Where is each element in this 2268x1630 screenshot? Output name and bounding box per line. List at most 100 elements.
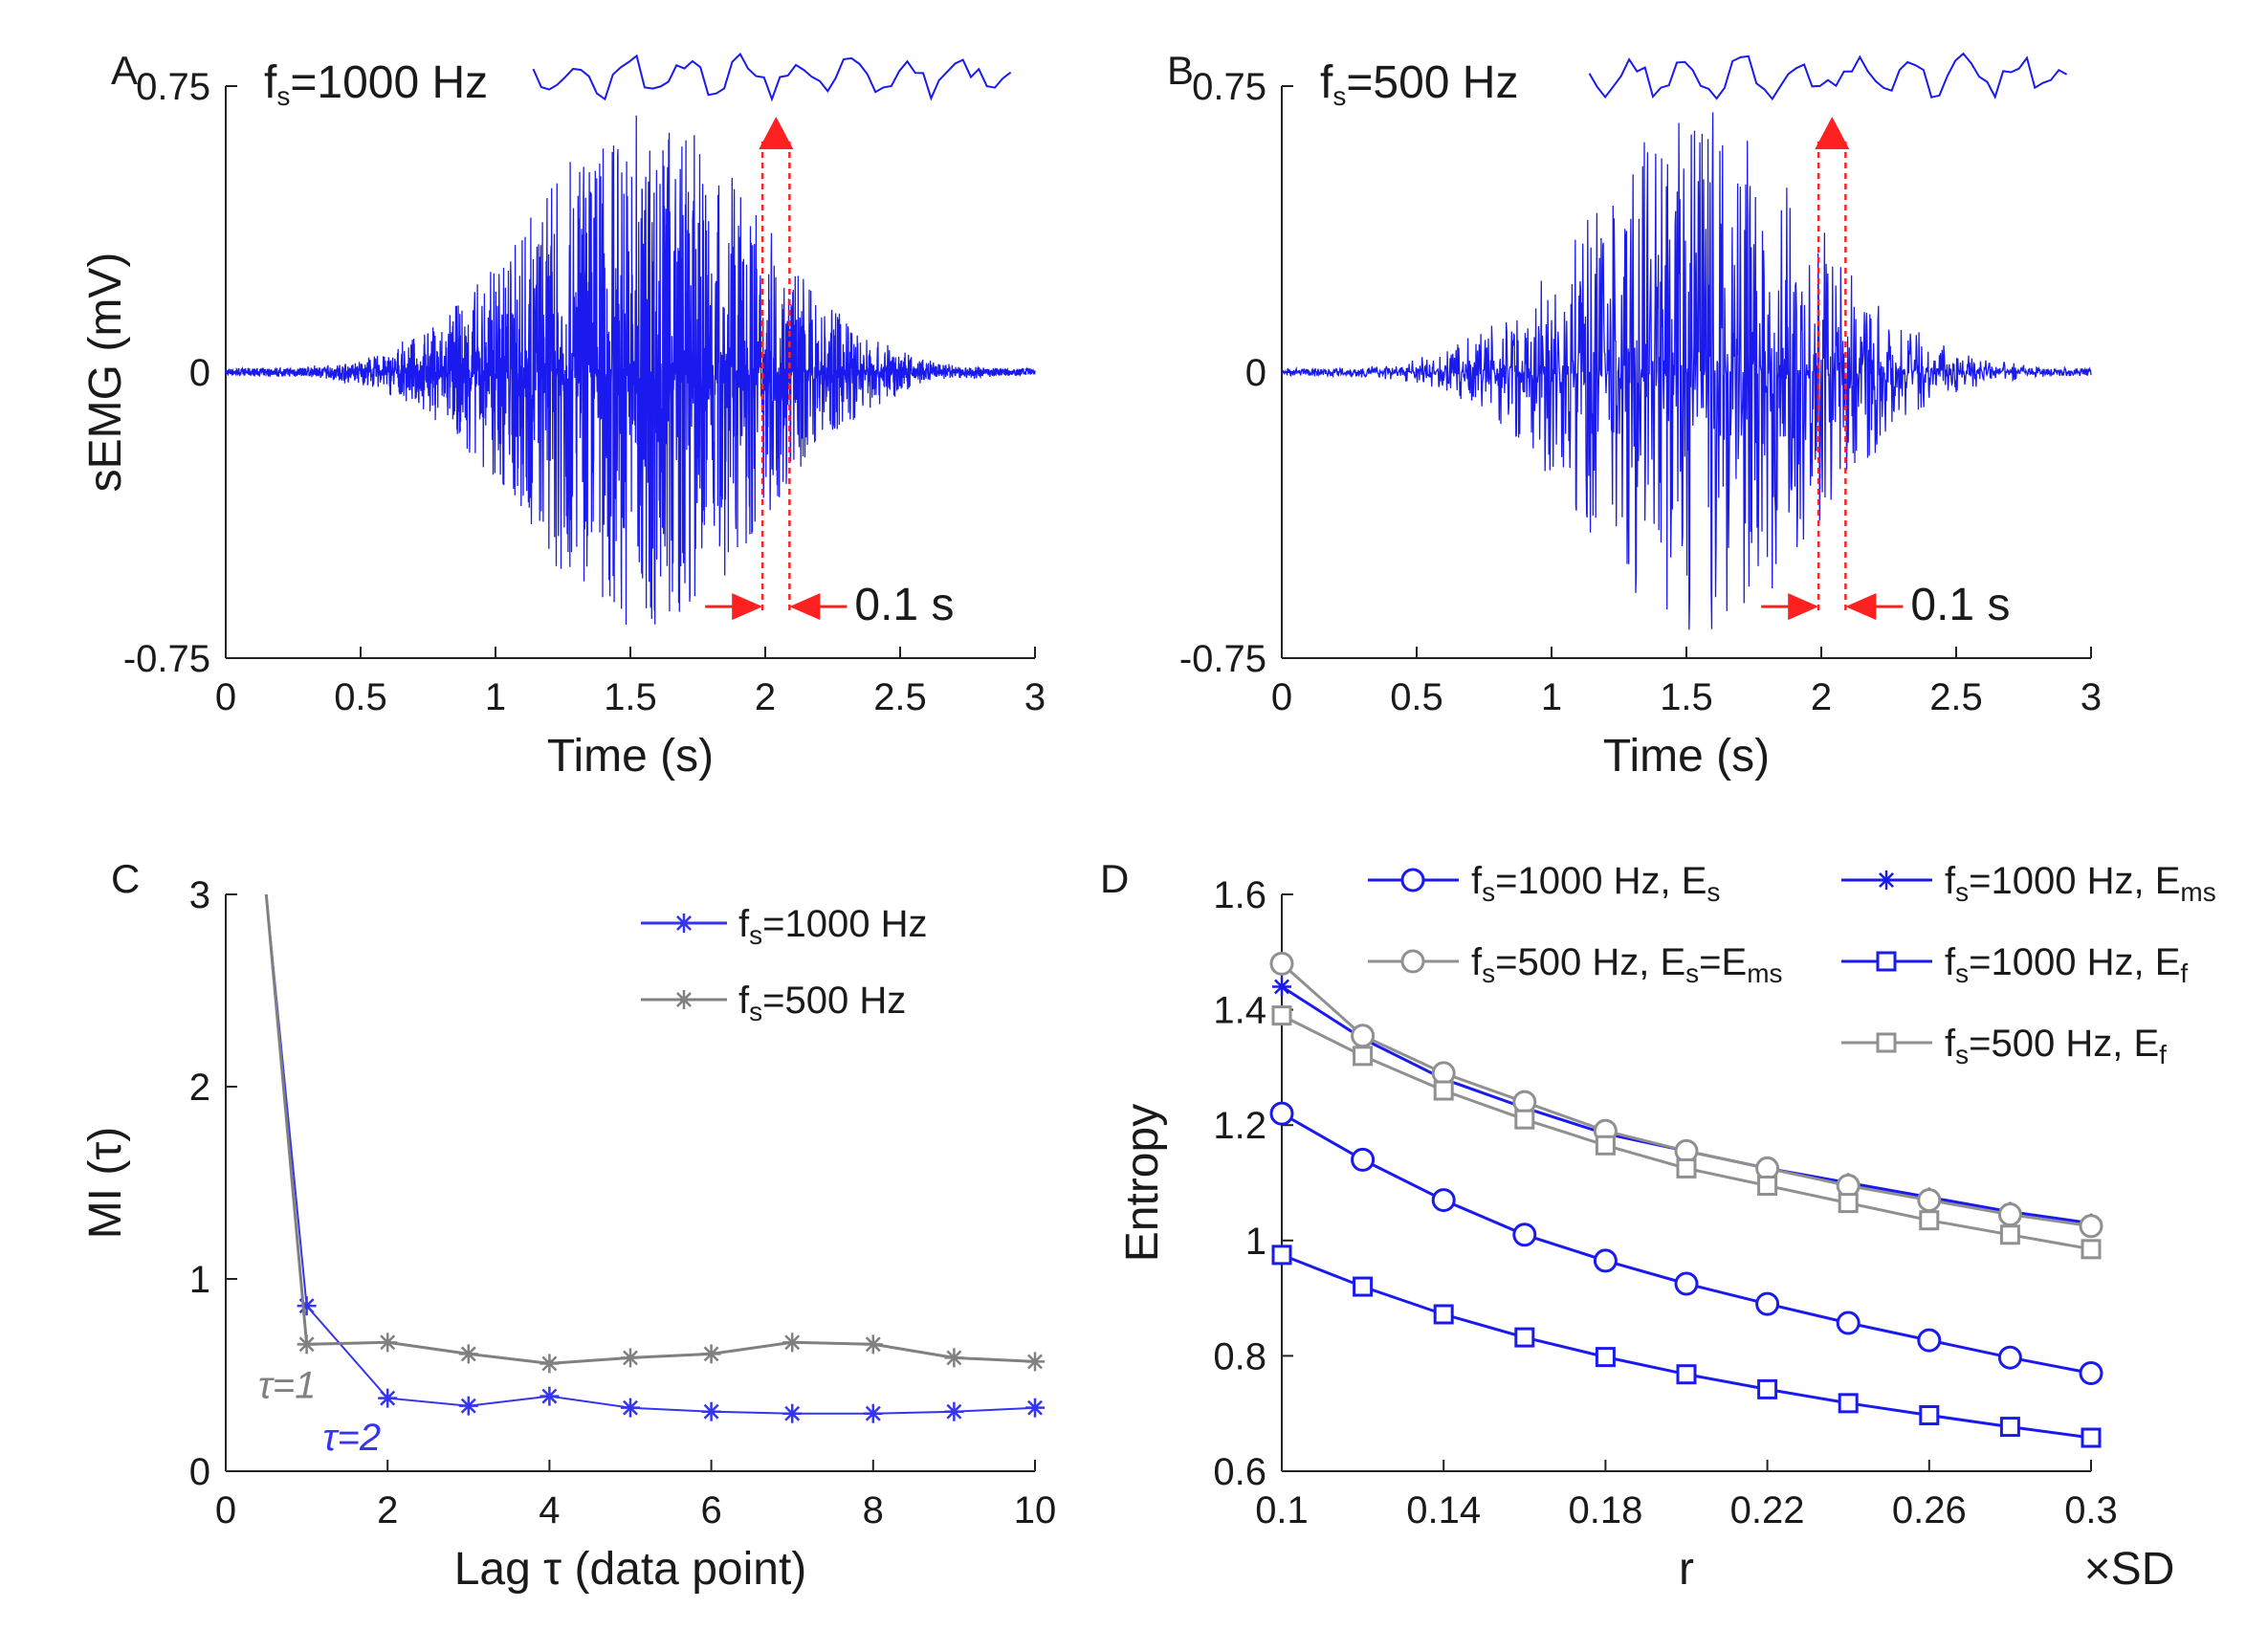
- panel-d-data-point-square: [2081, 1427, 2102, 1448]
- panel-a-up-arrow: [759, 117, 794, 149]
- panel-d-series-line: [1281, 962, 2092, 1228]
- panel-c-data-point: [458, 1396, 478, 1416]
- panel-c-data-point-stroke: [784, 1405, 801, 1421]
- panel-d-data-point: [1353, 1276, 1374, 1297]
- panel-c-legend-label: fs=1000 Hz: [738, 903, 927, 950]
- panel-a-fs-label: fs=1000 Hz: [264, 57, 488, 111]
- panel-c-data-point-stroke: [865, 1405, 881, 1421]
- panel-d-data-point: [1757, 1378, 1778, 1399]
- panel-d-data-point-square: [1433, 1080, 1454, 1101]
- panel-d-ytick-label: 0.6: [1213, 1451, 1266, 1493]
- panel-b-xlabel: Time (s): [1603, 731, 1770, 782]
- panel-c-legend-marker-stroke: [676, 915, 692, 931]
- panel-b-fs-label: fs=500 Hz: [1320, 57, 1518, 111]
- panel-d-data-point-square: [1676, 1157, 1697, 1178]
- panel-c-data-point-stroke: [541, 1388, 558, 1404]
- panel-d-data-point: [1269, 1101, 1294, 1126]
- panel-d-legend-marker: [1877, 870, 1896, 890]
- panel-b-xtick-label: 1: [1541, 676, 1562, 718]
- panel-c-data-point: [378, 1388, 398, 1408]
- panel-b-xtick-label: 0.5: [1390, 676, 1443, 718]
- panel-d-data-point-square: [1919, 1405, 1940, 1426]
- panel-d-data-point: [1676, 1364, 1697, 1385]
- panel-d-data-point-circle: [1917, 1188, 1942, 1213]
- panel-b-up-arrow: [1815, 117, 1850, 149]
- panel-b-xtick-label: 2.5: [1929, 676, 1983, 718]
- panel-d-data-point: [1757, 1176, 1778, 1197]
- panel-c-data-point-stroke: [865, 1336, 881, 1353]
- panel-d-data-point: [1351, 1147, 1376, 1172]
- panel-d-legend-marker: [1400, 949, 1425, 974]
- panel-d-data-point-square: [1757, 1378, 1778, 1399]
- panel-c-data-point-stroke: [1027, 1354, 1043, 1370]
- panel-c-ytick-label: 3: [189, 874, 210, 916]
- panel-d-legend-marker: [1400, 868, 1425, 892]
- panel-d-data-point-square: [1271, 1245, 1292, 1266]
- panel-d-data-point-square: [1676, 1364, 1697, 1385]
- panel-c-data-point: [458, 1344, 478, 1364]
- panel-d-panel-letter: D: [1100, 856, 1129, 901]
- panel-d-legend-marker-square: [1876, 1032, 1897, 1053]
- panel-d-legend-label: fs=1000 Hz, Es: [1471, 860, 1720, 907]
- panel-d-data-point: [1917, 1188, 1942, 1213]
- panel-d-data-point-circle: [1997, 1345, 2022, 1370]
- panel-a-ytick-label: 0: [189, 352, 210, 394]
- panel-a-ytick-label: 0.75: [136, 66, 210, 108]
- panel-c-ytick-label: 1: [189, 1259, 210, 1301]
- panel-a-zoom-trace: [532, 52, 1012, 102]
- panel-d-xtick-label: 0.26: [1892, 1489, 1967, 1531]
- panel-c-data-point: [701, 1401, 721, 1421]
- panel-d-data-point: [1514, 1327, 1535, 1348]
- panel-d-data-point: [2081, 1239, 2102, 1260]
- panel-d-data-point: [1433, 1304, 1454, 1325]
- panel-d-data-point: [1353, 1046, 1374, 1067]
- panel-c-xtick-label: 6: [700, 1489, 721, 1531]
- panel-c-data-point: [539, 1386, 560, 1406]
- panel-d-legend-marker: [1876, 1032, 1897, 1053]
- panel-c-data-point: [378, 1333, 398, 1353]
- panel-c-data-point-stroke: [703, 1403, 719, 1420]
- panel-d-data-point-square: [1838, 1193, 1859, 1214]
- panel-d-data-point-stroke: [1274, 979, 1289, 995]
- panel-c-data-point-stroke: [380, 1334, 396, 1351]
- panel-a-xtick-label: 0.5: [334, 676, 387, 718]
- panel-c-data-point-stroke: [784, 1334, 801, 1351]
- panel-c-data-point-stroke: [623, 1399, 638, 1416]
- panel-b-ytick-label: 0.75: [1192, 66, 1266, 108]
- panel-d-data-point-circle: [1755, 1291, 1780, 1316]
- panel-d-data-point-circle: [1674, 1271, 1699, 1296]
- panel-c-data-point: [701, 1344, 721, 1364]
- panel-a-xtick-label: 2: [755, 676, 776, 718]
- panel-c-legend-marker: [674, 914, 694, 933]
- panel-c-data-point: [621, 1398, 640, 1418]
- panel-d-data-point: [1999, 1224, 2020, 1245]
- panel-d-xtick-label: 0.22: [1730, 1489, 1805, 1531]
- panel-d-xtick-label: 0.14: [1406, 1489, 1481, 1531]
- panel-c-data-point: [782, 1333, 803, 1353]
- panel-c-xtick-label: 2: [377, 1489, 398, 1531]
- panel-b-xtick-label: 2: [1811, 676, 1832, 718]
- panel-d-data-point: [1512, 1222, 1537, 1247]
- panel-c-data-point: [1025, 1352, 1045, 1372]
- panel-c-xtick-label: 0: [215, 1489, 236, 1531]
- panel-d-data-point-square: [1514, 1109, 1535, 1130]
- panel-d-data-point: [1919, 1210, 1940, 1231]
- panel-d-data-point-square: [1838, 1393, 1859, 1414]
- panel-c-data-point: [782, 1403, 803, 1423]
- panel-d-ytick-label: 0.8: [1213, 1335, 1266, 1377]
- panel-d-xlabel: r: [1679, 1544, 1694, 1595]
- panel-d-data-point-circle: [2079, 1214, 2103, 1239]
- panel-c-annotation: τ=1: [258, 1365, 317, 1407]
- panel-d-xtick-label: 0.1: [1255, 1489, 1309, 1531]
- panel-b-ytick-label: 0: [1245, 352, 1266, 394]
- panel-c-data-point: [944, 1348, 964, 1368]
- panel-d-data-point: [1997, 1202, 2022, 1227]
- panel-c-data-point: [863, 1403, 883, 1423]
- panel-a-xtick-label: 3: [1024, 676, 1046, 718]
- panel-d-data-point-square: [1595, 1134, 1616, 1156]
- panel-d-data-point-square: [1353, 1046, 1374, 1067]
- panel-d-data-point-circle: [1917, 1328, 1942, 1353]
- panel-d-data-point: [1917, 1328, 1942, 1353]
- panel-d-data-point: [1271, 1245, 1292, 1266]
- panel-d-data-point: [1272, 977, 1291, 997]
